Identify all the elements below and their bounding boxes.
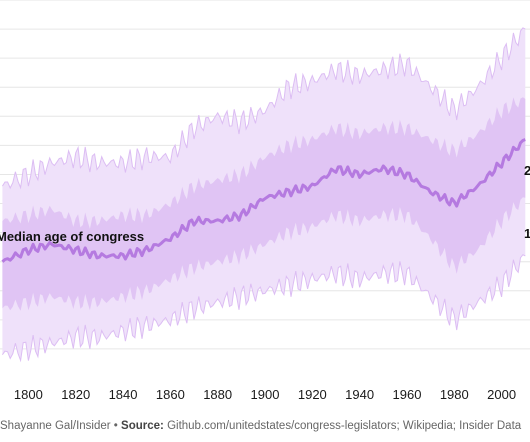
credit-byline: Shayanne Gal/Insider • — [0, 420, 118, 432]
x-tick-label: 1820 — [61, 387, 90, 402]
x-tick-label: 1940 — [345, 387, 374, 402]
x-tick-label: 1880 — [203, 387, 232, 402]
x-tick-label: 1800 — [14, 387, 43, 402]
x-tick-label: 1920 — [298, 387, 327, 402]
x-tick-label: 1960 — [393, 387, 422, 402]
footer-credit: Shayanne Gal/Insider • Source: Github.co… — [0, 419, 530, 433]
edge-label-upper: 2 — [524, 163, 530, 178]
x-tick-label: 1860 — [156, 387, 185, 402]
x-axis-ticks: 1800 1820 1840 1860 1880 1900 1920 1940 1960 1980… — [14, 387, 516, 402]
source-text: Github.com/unitedstates/congress-legisla… — [167, 420, 522, 432]
series-line-outer-lower — [1, 254, 526, 363]
median-age-annotation: Median age of congress — [0, 229, 144, 244]
x-tick-label: 1840 — [109, 387, 138, 402]
series-line-outer-upper — [1, 27, 526, 190]
source-label: Source: — [121, 420, 164, 432]
x-tick-label: 1900 — [251, 387, 280, 402]
series-lines — [1, 27, 526, 363]
x-tick-label: 2000 — [487, 387, 516, 402]
bands — [2, 27, 526, 361]
series-line-median — [1, 138, 526, 263]
edge-label-lower: 1 — [524, 226, 530, 241]
x-tick-label: 1980 — [440, 387, 469, 402]
